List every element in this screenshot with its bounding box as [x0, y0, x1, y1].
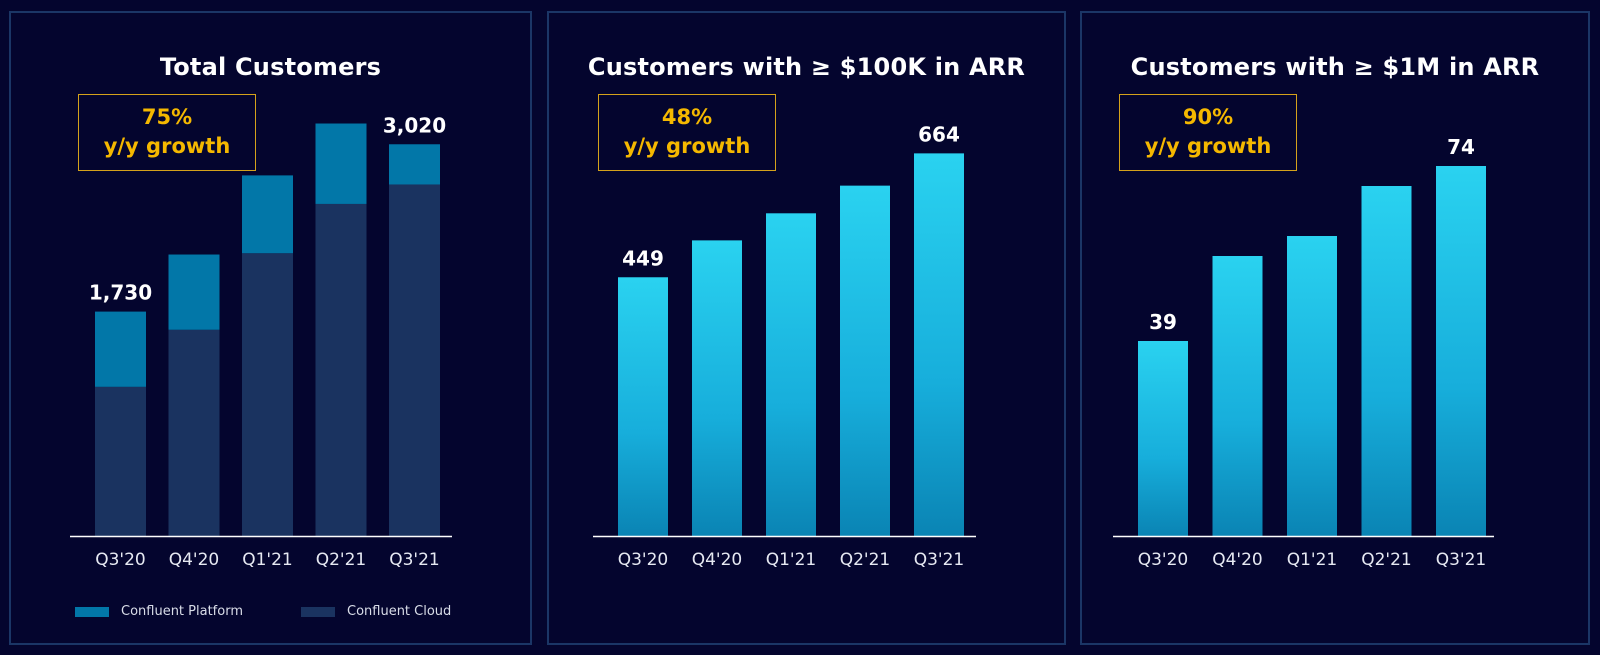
x-tick-label: Q4'20 [169, 550, 220, 570]
growth-label: y/y growth [1144, 134, 1272, 158]
bar [766, 213, 816, 537]
bar [1287, 236, 1337, 536]
chart-panel-1m-arr: Customers with ≥ $1M in ARR 90% y/y grow… [1080, 11, 1590, 645]
x-tick-label: Q4'20 [1212, 550, 1263, 570]
bar [914, 153, 964, 536]
legend-item-cloud: Confluent Cloud [301, 604, 451, 619]
x-tick-label: Q1'21 [766, 550, 817, 570]
bar-cloud [95, 386, 146, 536]
bar-platform [95, 311, 146, 387]
legend-label-platform: Confluent Platform [121, 604, 243, 619]
data-label: 1,730 [89, 281, 152, 305]
growth-label: y/y growth [103, 134, 231, 158]
chart-panel-total-customers: Total Customers 75% y/y growth 1,730 Q3'2… [9, 11, 532, 645]
x-tick-label: Q1'21 [242, 550, 293, 570]
data-label: 39 [1149, 310, 1177, 334]
growth-callout: 90% y/y growth [1119, 94, 1297, 171]
bar [1361, 186, 1412, 536]
growth-label: y/y growth [623, 134, 751, 158]
bar-platform [389, 144, 440, 185]
data-label: 74 [1447, 135, 1475, 159]
x-tick-label: Q3'21 [914, 550, 965, 570]
x-tick-label: Q3'20 [1138, 550, 1189, 570]
chart-title: Customers with ≥ $1M in ARR [1130, 53, 1540, 81]
bar-platform [168, 254, 220, 330]
bar-chart-total-customers: 1,730 Q3'20 Q4'20 Q1'21 Q2'21 3,020 Q3'21 [70, 113, 452, 570]
bar [1138, 341, 1188, 536]
growth-callout: 75% y/y growth [78, 94, 256, 171]
legend-item-platform: Confluent Platform [75, 604, 243, 619]
bar [1212, 256, 1263, 536]
x-tick-label: Q3'20 [95, 550, 146, 570]
data-label: 3,020 [383, 113, 446, 137]
bar-platform [242, 175, 293, 254]
bar [692, 240, 742, 537]
chart-title: Customers with ≥ $100K in ARR [587, 53, 1026, 81]
chart-panel-100k-arr: Customers with ≥ $100K in ARR 48% y/y gr… [547, 11, 1066, 645]
legend-swatch-platform [75, 606, 109, 617]
bar [1436, 166, 1486, 536]
chart-title: Total Customers [159, 53, 382, 81]
growth-callout: 48% y/y growth [598, 94, 776, 171]
bar-cloud [242, 253, 293, 537]
bar-cloud [389, 184, 440, 536]
x-tick-label: Q3'20 [618, 550, 669, 570]
legend-label-cloud: Confluent Cloud [347, 604, 452, 619]
legend-swatch-cloud [301, 606, 335, 617]
bar [840, 185, 890, 536]
chart-legend: Confluent Platform Confluent Cloud [11, 604, 531, 624]
x-tick-label: Q1'21 [1287, 550, 1338, 570]
x-tick-label: Q4'20 [692, 550, 743, 570]
growth-percent: 75% [141, 105, 193, 129]
bar [618, 277, 668, 536]
data-label: 664 [918, 122, 960, 146]
bar-chart-1m-arr: 39 Q3'20 Q4'20 Q1'21 Q2'21 74 Q3'21 [1113, 135, 1494, 570]
growth-percent: 90% [1182, 105, 1234, 129]
x-tick-label: Q2'21 [840, 550, 891, 570]
growth-percent: 48% [661, 105, 713, 129]
bar-platform [315, 123, 367, 204]
bar-cloud [168, 329, 220, 536]
x-tick-label: Q2'21 [316, 550, 367, 570]
x-tick-label: Q3'21 [1436, 550, 1487, 570]
x-tick-label: Q3'21 [389, 550, 440, 570]
bar-chart-100k-arr: 449 Q3'20 Q4'20 Q1'21 Q2'21 664 Q3'21 [593, 122, 976, 570]
x-tick-label: Q2'21 [1361, 550, 1412, 570]
data-label: 449 [622, 246, 664, 270]
bar-cloud [315, 203, 367, 536]
